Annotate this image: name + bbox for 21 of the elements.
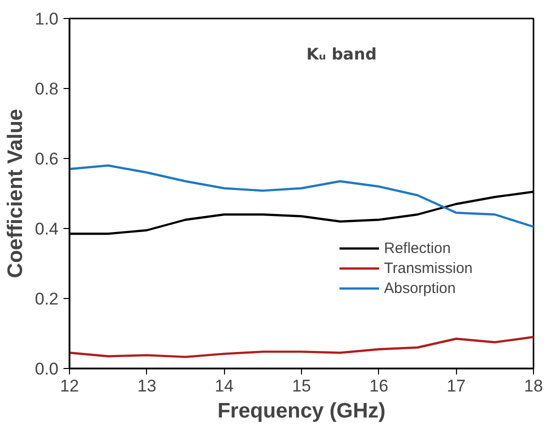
y-tick-label: 0.6 <box>34 150 59 168</box>
x-tick-label: 12 <box>60 376 79 396</box>
x-tick-label: 16 <box>369 376 388 396</box>
y-tick-label: 0.8 <box>34 80 59 98</box>
x-tick-label: 14 <box>214 376 234 396</box>
y-tick-label: 0.0 <box>34 360 59 378</box>
y-axis-title: Coefficient Value <box>4 108 27 278</box>
x-tick-label: 18 <box>524 376 543 396</box>
legend-label: Reflection <box>384 240 451 256</box>
line-series <box>70 336 534 358</box>
x-tick-label: 15 <box>292 376 311 396</box>
x-axis-title: Frequency (GHz) <box>217 400 386 422</box>
x-tick-label: 13 <box>137 376 156 396</box>
legend-label: Absorption <box>384 280 456 296</box>
legend-label: Transmission <box>384 260 473 276</box>
y-tick-label: 1.0 <box>34 10 59 28</box>
y-tick-label: 0.4 <box>34 220 59 238</box>
line-series <box>70 164 534 228</box>
x-tick-label: 17 <box>446 376 466 396</box>
text: Kᵤ band <box>306 44 377 64</box>
y-tick-label: 0.2 <box>34 290 59 308</box>
